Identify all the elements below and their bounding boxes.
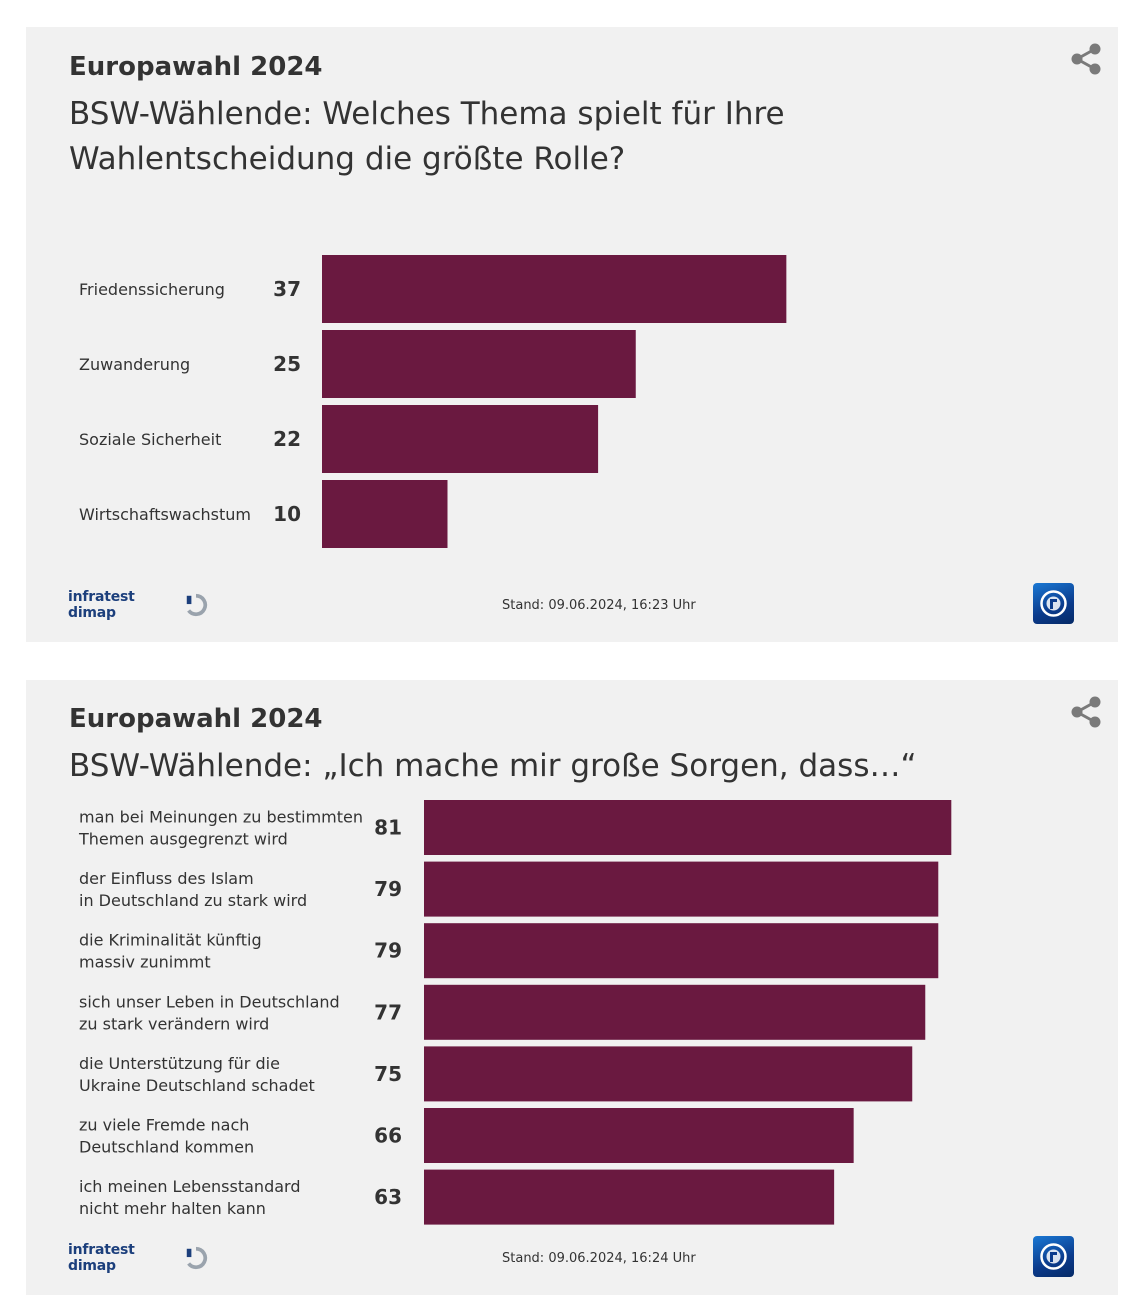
category-label: Soziale Sicherheit [79,430,221,449]
category-label: Friedenssicherung [79,280,225,299]
value-label: 63 [374,1185,402,1209]
value-label: 79 [374,877,402,901]
share-icon[interactable] [1068,694,1104,730]
category-label: ich meinen Lebensstandard nicht mehr halt… [79,1177,300,1218]
bar [424,1108,854,1163]
panel-title: BSW-Wählende: „Ich mache mir große Sorge… [69,748,917,784]
bar [424,1046,913,1102]
bar [322,480,448,548]
infratest-logo-icon [186,593,208,617]
tagesschau-logo-icon [1033,1236,1074,1277]
infratest-dimap-logo: infratest dimap [68,1242,208,1274]
value-label: 75 [374,1062,402,1086]
panel-title: BSW-Wählende: Welches Thema spielt für I… [69,96,785,177]
value-label: 10 [273,502,301,526]
category-label: zu viele Fremde nach Deutschland kommen [79,1116,254,1157]
timestamp: Stand: 09.06.2024, 16:24 Uhr [502,1251,696,1266]
infratest-dimap-logo-text: infratest dimap [68,1242,135,1274]
value-label: 79 [374,939,402,963]
value-label: 77 [374,1000,402,1024]
value-label: 66 [374,1124,402,1148]
bar-chart-concerns: man bei Meinungen zu bestimmten Themen au… [78,800,952,1225]
chart-panel-concerns: Europawahl 2024 BSW-Wählende: „Ich mache… [26,680,1118,1295]
bar [424,861,939,917]
bar [424,984,926,1040]
infratest-dimap-logo-text: infratest dimap [68,589,135,621]
category-label: man bei Meinungen zu bestimmten Themen au… [78,808,363,849]
value-label: 25 [273,352,301,376]
category-label: die Unterstützung für die Ukraine Deutsch… [79,1054,315,1095]
category-label: der Einfluss des Islam in Deutschland zu … [79,869,307,910]
bar-chart-topics: Friedenssicherung 37 Zuwanderung 25 Soziale … [79,255,787,548]
infratest-dimap-logo: infratest dimap [68,589,208,621]
bar [424,800,952,855]
chart-panel-topics: Europawahl 2024 BSW-Wählende: Welches Th… [26,27,1118,642]
bar [322,255,787,323]
tagesschau-logo-icon [1033,583,1074,624]
panel-kicker: Europawahl 2024 [69,704,323,734]
value-label: 81 [374,816,402,840]
bar [322,330,636,398]
panel-kicker: Europawahl 2024 [69,52,323,82]
bar [424,923,939,979]
share-icon[interactable] [1068,41,1104,77]
category-label: Zuwanderung [79,355,190,374]
timestamp: Stand: 09.06.2024, 16:23 Uhr [502,598,696,613]
value-label: 37 [273,277,301,301]
bar [424,1169,835,1225]
value-label: 22 [273,427,301,451]
bar [322,405,599,473]
category-label: die Kriminalität künftig massiv zunimmt [79,931,262,972]
infratest-logo-icon [186,1246,208,1270]
category-label: Wirtschaftswachstum [79,505,251,524]
category-label: sich unser Leben in Deutschland zu stark … [79,992,340,1033]
